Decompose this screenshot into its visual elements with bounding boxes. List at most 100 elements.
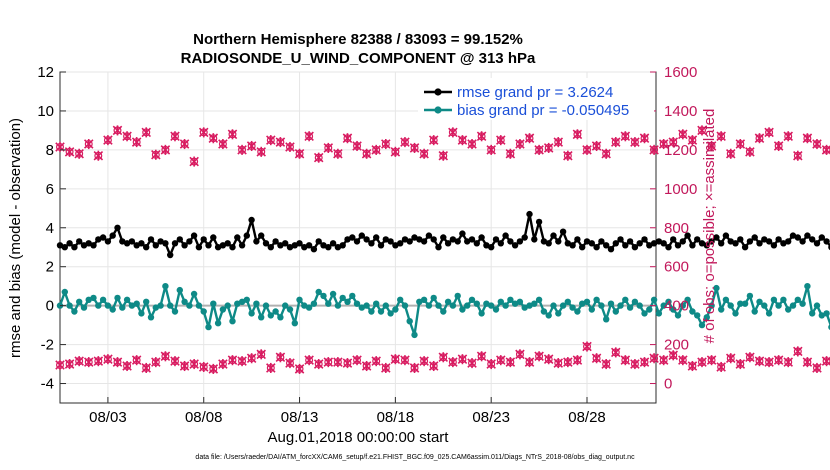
series-1-point-100 [535, 296, 543, 303]
series-3-point-39 [428, 360, 439, 372]
series-1-point-41 [253, 300, 260, 307]
legend-rmse-text: rmse grand pr = 3.2624 [457, 84, 613, 101]
series-3-point-54 [572, 355, 583, 366]
series-2-point-71 [735, 139, 746, 150]
series-2-point-27 [313, 152, 324, 163]
series-0-point-41 [253, 238, 260, 245]
series-1-point-128 [670, 306, 677, 313]
series-1-point-54 [315, 288, 322, 296]
series-1-point-148 [765, 310, 773, 317]
series-0-point-26 [181, 242, 188, 249]
series-0-point-133 [694, 236, 701, 243]
series-1-point-160 [823, 310, 830, 317]
series-0-point-87 [473, 240, 480, 247]
series-0-point-60 [344, 236, 351, 243]
series-0-point-141 [732, 240, 739, 247]
series-0-point-40 [248, 216, 255, 224]
series-0-point-7 [90, 242, 97, 249]
series-3-point-12 [170, 356, 180, 367]
series-1-point-97 [521, 304, 528, 311]
series-3-point-47 [505, 357, 516, 368]
series-2-point-8 [131, 137, 142, 148]
series-1-point-43 [262, 302, 270, 309]
series-0-point-148 [765, 238, 773, 245]
series-1-point-33 [214, 320, 222, 327]
series-1-point-55 [320, 292, 327, 300]
series-2-point-58 [610, 137, 621, 148]
series-0-point-152 [785, 238, 792, 245]
series-3-point-13 [179, 360, 190, 372]
series-1-point-66 [373, 300, 380, 307]
series-0-point-51 [301, 244, 308, 251]
series-0-point-32 [210, 234, 217, 241]
series-0-point-75 [416, 236, 423, 243]
series-1-point-107 [569, 304, 576, 311]
series-1-point-74 [411, 331, 418, 339]
series-3-point-28 [323, 357, 334, 368]
series-0-point-122 [641, 236, 648, 243]
series-0 [56, 210, 830, 259]
series-0-point-2 [66, 240, 73, 247]
series-3-point-24 [285, 358, 295, 369]
series-3-point-38 [419, 356, 429, 367]
series-2-point-5 [103, 135, 113, 146]
series-3-point-34 [381, 362, 391, 373]
series-3-point-18 [227, 355, 238, 366]
series-0-point-138 [718, 240, 725, 247]
series-0-point-135 [703, 242, 710, 249]
series-2-point-21 [256, 146, 266, 157]
series-2-point-31 [352, 140, 362, 152]
series-0-point-130 [679, 238, 686, 245]
series-1-point-68 [382, 302, 389, 309]
series-1-point-145 [751, 308, 758, 315]
series-0-point-146 [756, 240, 763, 247]
series-1-point-27 [186, 302, 193, 309]
series-1-point-87 [473, 300, 480, 307]
series-0-point-143 [741, 244, 749, 251]
series-1-point-67 [377, 308, 385, 315]
series-3-point-57 [601, 359, 611, 370]
series-0-point-144 [746, 238, 754, 245]
series-0-point-73 [406, 238, 413, 245]
series-1-point-31 [205, 323, 212, 331]
series-0-point-89 [483, 242, 490, 249]
series-1-point-93 [502, 302, 509, 309]
series-2-point-49 [524, 133, 535, 144]
y-right-tick-label-3: 600 [664, 259, 689, 276]
series-1-point-79 [435, 302, 442, 309]
series-1-point-78 [430, 294, 437, 302]
series-1-point-20 [152, 304, 159, 311]
series-2-point-42 [457, 135, 468, 146]
y-right-tick-label-0: 0 [664, 376, 672, 393]
series-1-point-49 [291, 320, 298, 327]
series-1-point-8 [95, 302, 102, 309]
series-3-point-55 [582, 341, 592, 352]
series-3-point-32 [361, 360, 372, 372]
series-0-point-61 [349, 234, 356, 241]
series-0-point-158 [813, 240, 821, 247]
series-1-point-134 [698, 321, 706, 329]
series-2-point-72 [745, 146, 755, 157]
series-1-point-22 [162, 283, 169, 290]
series-3-point-74 [764, 357, 774, 368]
series-3-point-0 [55, 359, 65, 371]
series-1-point-120 [631, 298, 639, 305]
series-3-point-26 [304, 355, 314, 366]
series-1-point-129 [674, 312, 682, 319]
series-0-point-114 [603, 242, 610, 249]
series-2-point-63 [658, 139, 669, 150]
series-1-point-9 [99, 296, 107, 303]
axis-ticks: 08/03 08/08 08/13 08/18 08/23 08/28 -4 -2 0 2 4 6 8 1… [37, 64, 697, 426]
series-0-point-102 [545, 240, 552, 247]
series-2-point-36 [400, 137, 410, 148]
series-2-point-47 [505, 148, 516, 159]
series-1-point-80 [440, 308, 447, 315]
series-0-point-12 [114, 224, 121, 231]
series-1-point-34 [219, 306, 227, 313]
x-tick-label-4: 08/23 [472, 409, 510, 426]
series-3-point-25 [294, 363, 305, 374]
series-3-point-77 [793, 346, 803, 357]
series-3-point-15 [198, 361, 209, 373]
series-3-point-61 [639, 357, 650, 368]
series-0-point-38 [238, 242, 246, 249]
